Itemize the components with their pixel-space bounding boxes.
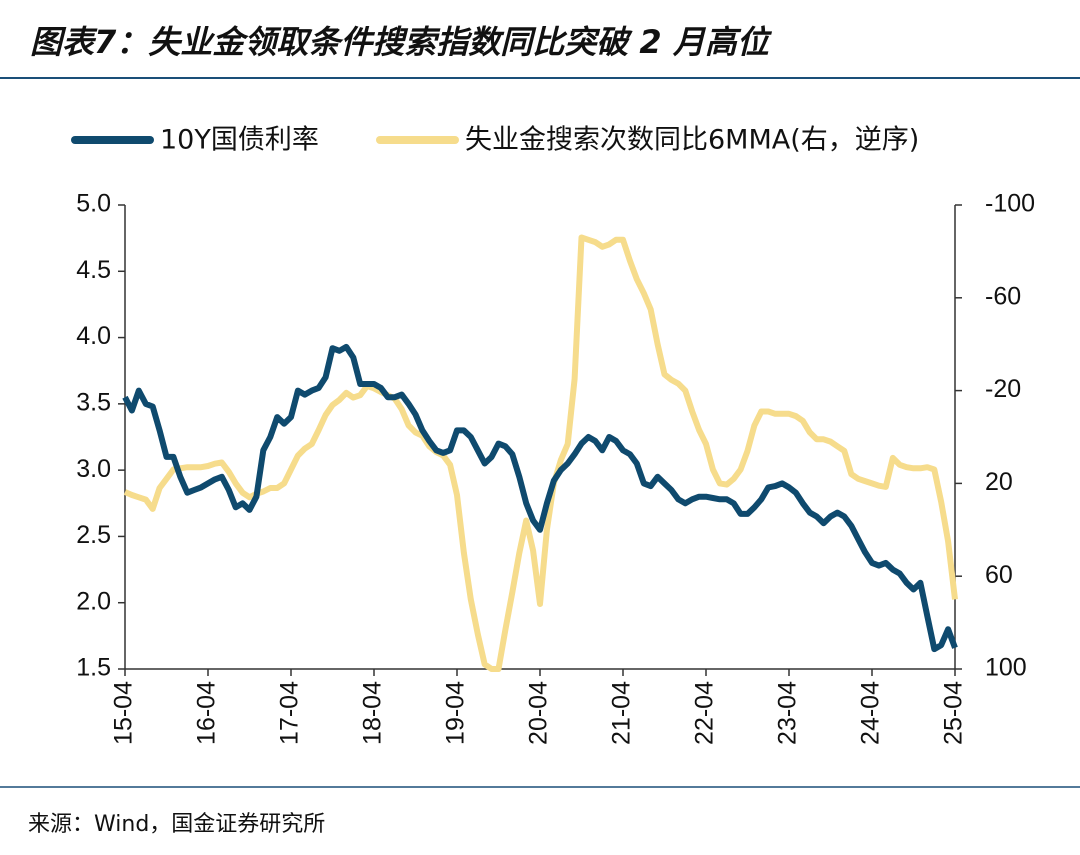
y2-tick-label: -100: [985, 190, 1035, 218]
y2-tick-label: 20: [985, 468, 1013, 496]
y-tick-label: 2.0: [76, 587, 111, 615]
x-tick-label: 16-04: [193, 681, 221, 745]
series-line: [123, 234, 958, 672]
x-tick-label: 23-04: [774, 681, 802, 745]
legend-label: 10Y国债利率: [160, 125, 319, 156]
legend-label: 失业金搜索次数同比6MMA(右，逆序): [465, 125, 919, 156]
x-tick-label: 24-04: [857, 681, 885, 745]
series-line: [122, 343, 958, 653]
chart-title: 图表7：失业金领取条件搜索指数同比突破 2 月高位: [30, 23, 773, 61]
y-tick-label: 3.5: [76, 388, 111, 416]
x-tick-label: 22-04: [691, 681, 719, 745]
y-tick-label: 4.5: [76, 256, 111, 284]
source-note: 来源：Wind，国金证券研究所: [28, 812, 325, 837]
x-tick-label: 21-04: [608, 681, 636, 745]
x-tick-label: 19-04: [442, 681, 470, 745]
y-tick-label: 2.5: [76, 521, 111, 549]
x-tick-label: 20-04: [525, 681, 553, 745]
y-tick-label: 5.0: [76, 190, 111, 218]
y-tick-label: 3.0: [76, 455, 111, 483]
y-tick-label: 1.5: [76, 654, 111, 682]
y2-tick-label: 100: [985, 654, 1027, 682]
y-tick-label: 4.0: [76, 322, 111, 350]
y2-tick-label: 60: [985, 561, 1013, 589]
x-tick-label: 18-04: [359, 681, 387, 745]
y2-tick-label: -60: [985, 282, 1021, 310]
y2-tick-label: -20: [985, 375, 1021, 403]
x-tick-label: 15-04: [110, 681, 138, 745]
x-tick-label: 17-04: [276, 681, 304, 745]
x-tick-label: 25-04: [940, 681, 968, 745]
